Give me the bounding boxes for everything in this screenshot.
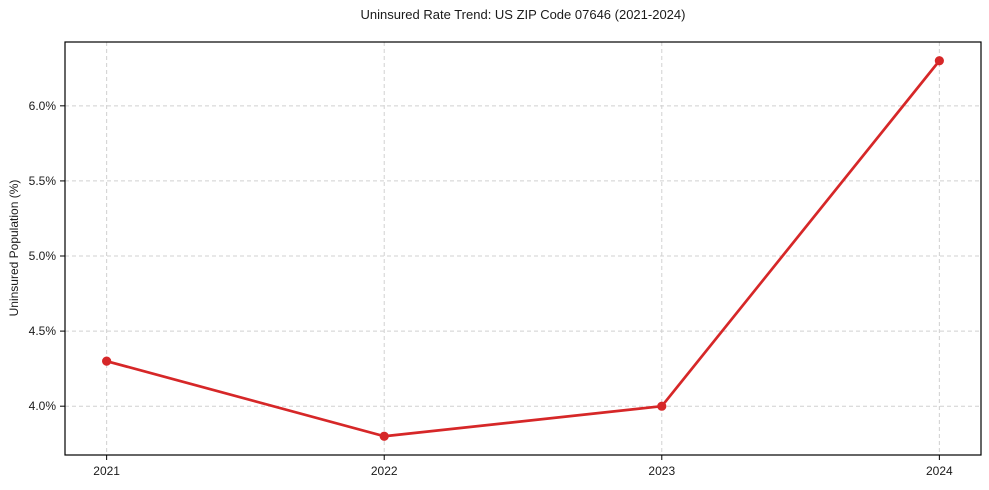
x-tick-label: 2024 — [926, 464, 953, 478]
data-point-marker — [379, 431, 389, 441]
y-tick-label: 5.5% — [29, 174, 57, 188]
data-point-marker — [657, 401, 667, 411]
y-tick-label: 4.0% — [29, 399, 57, 413]
x-tick-label: 2021 — [93, 464, 120, 478]
x-tick-label: 2023 — [648, 464, 675, 478]
y-tick-label: 6.0% — [29, 99, 57, 113]
data-point-marker — [934, 56, 944, 66]
chart-title: Uninsured Rate Trend: US ZIP Code 07646 … — [360, 7, 686, 22]
trend-line — [105, 59, 941, 438]
x-tick-label: 2022 — [371, 464, 398, 478]
y-tick-label: 5.0% — [29, 249, 57, 263]
plot-border — [64, 41, 982, 456]
y-tick-label: 4.5% — [29, 324, 57, 338]
data-point-marker — [102, 356, 112, 366]
